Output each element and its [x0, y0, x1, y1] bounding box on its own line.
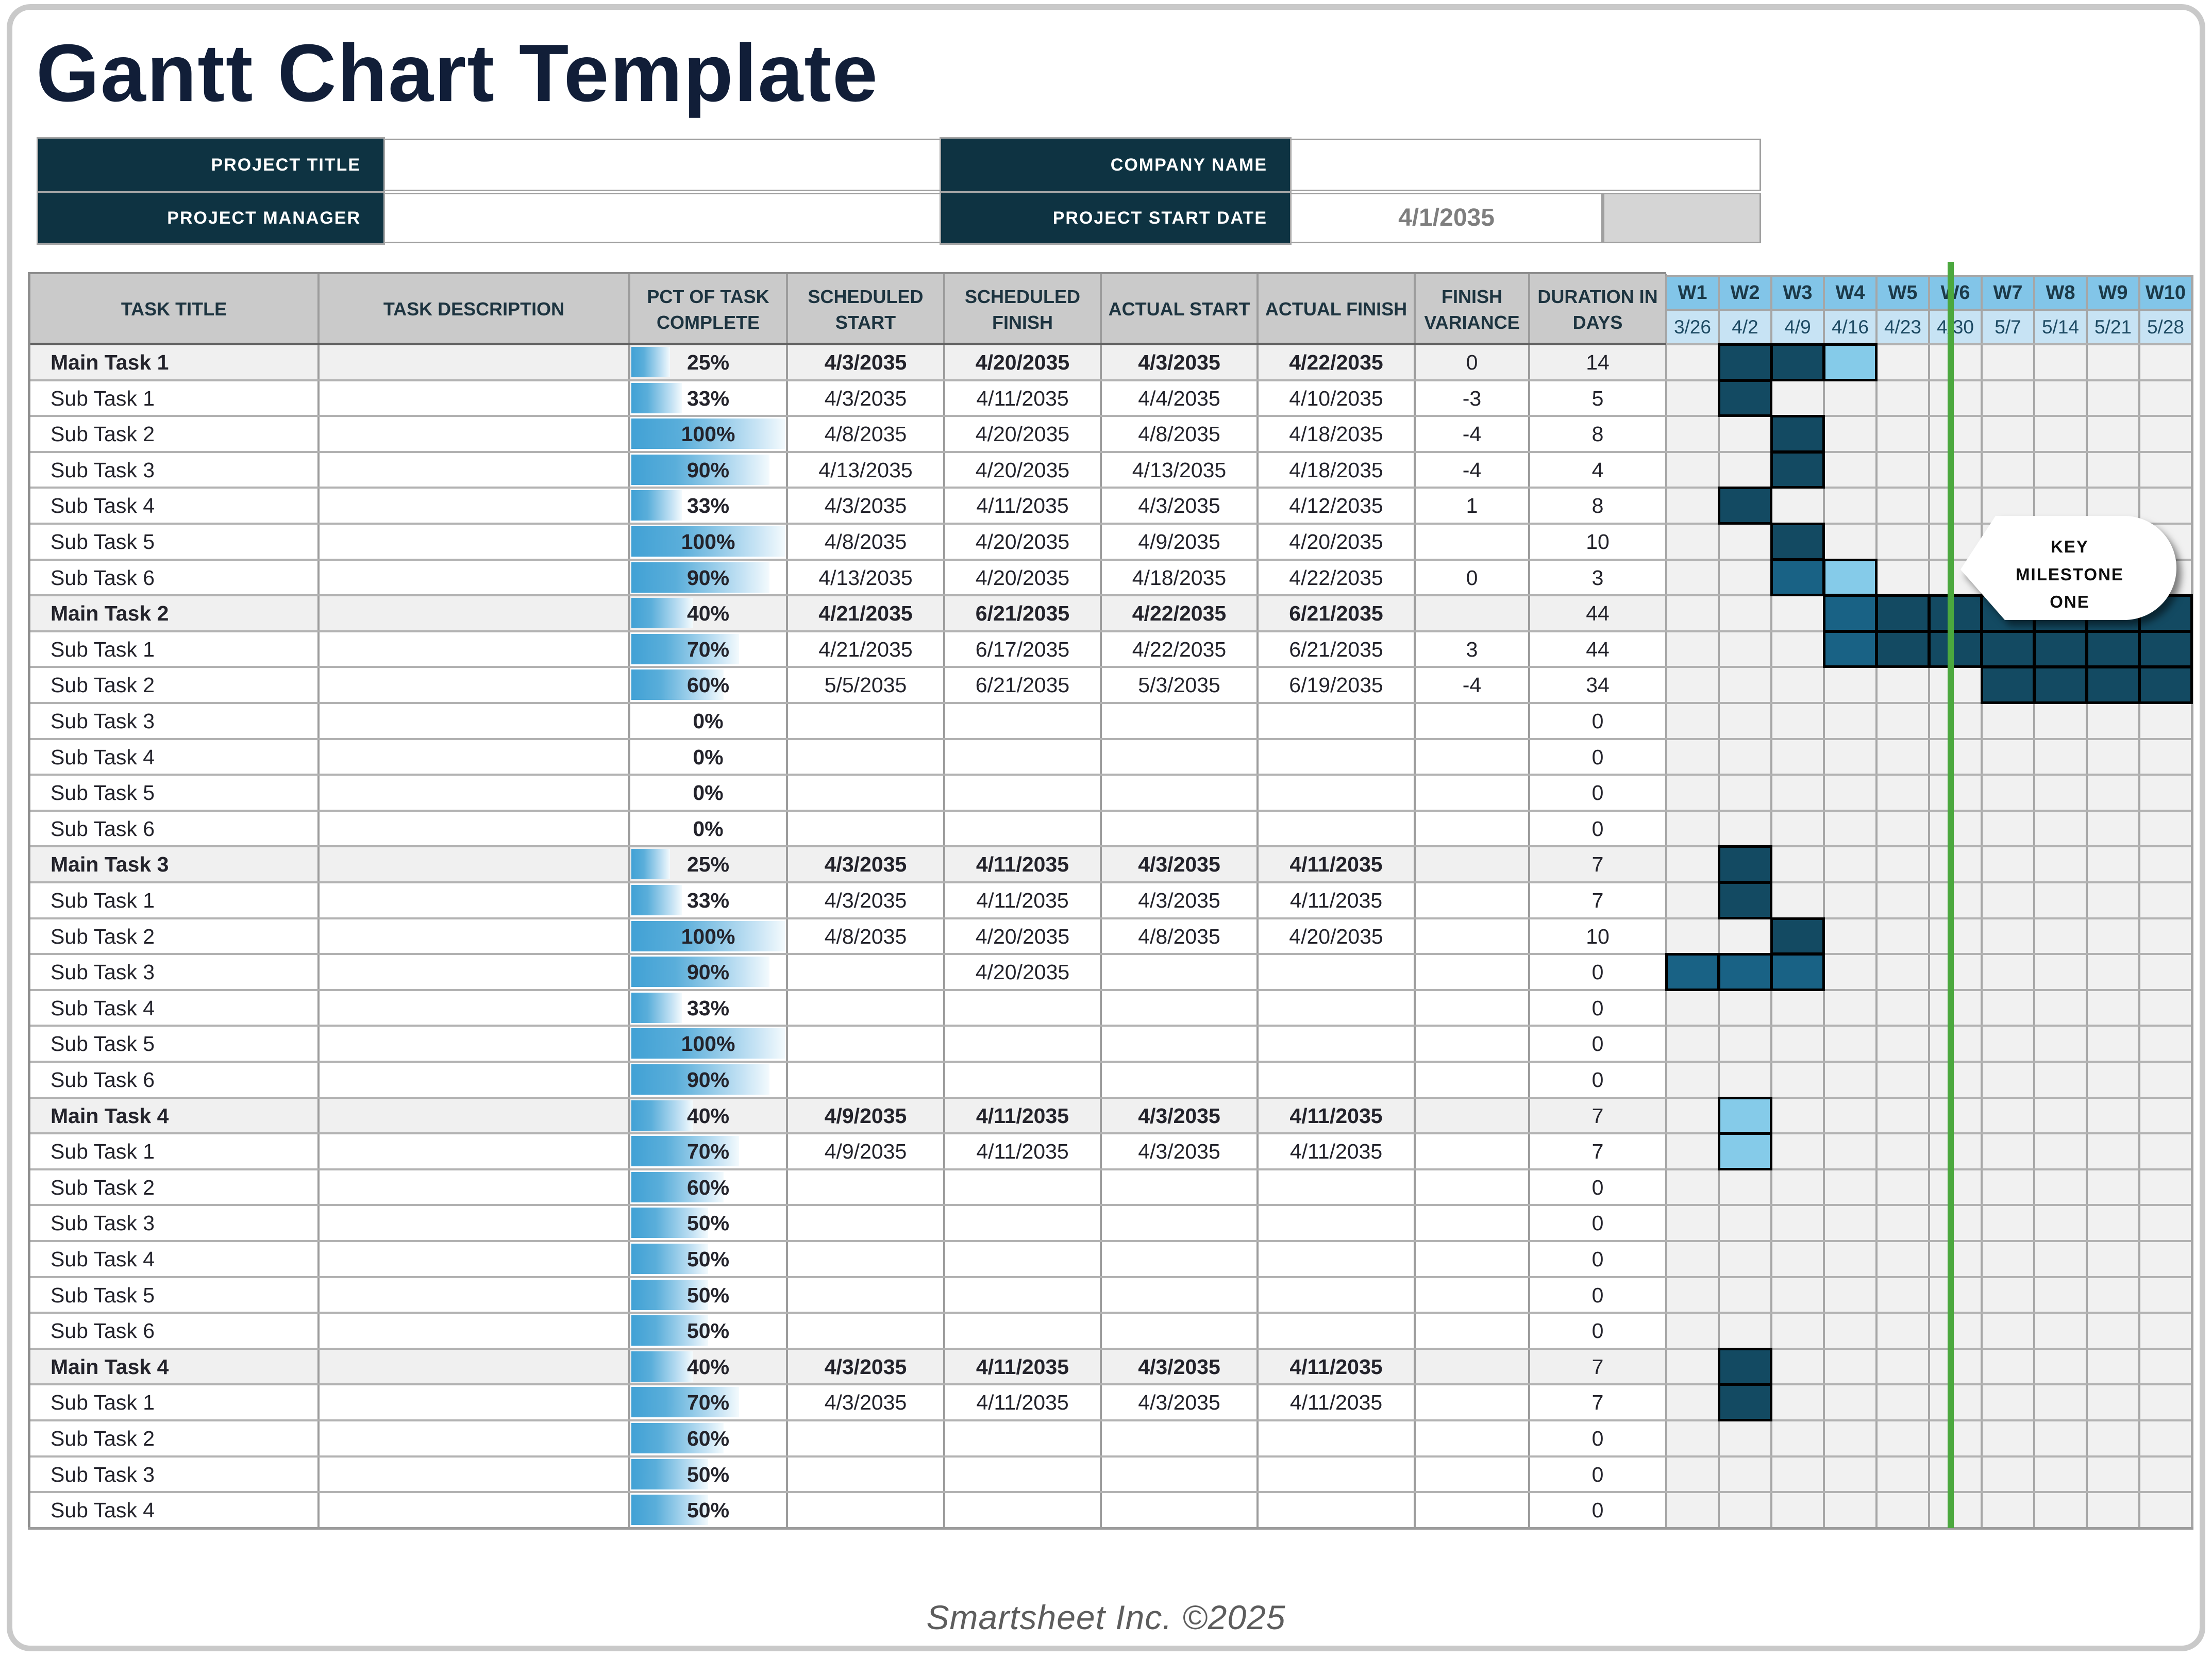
svg-text:MILESTONE: MILESTONE: [2016, 565, 2124, 584]
svg-text:KEY: KEY: [2051, 537, 2089, 556]
svg-text:ONE: ONE: [2050, 592, 2090, 611]
